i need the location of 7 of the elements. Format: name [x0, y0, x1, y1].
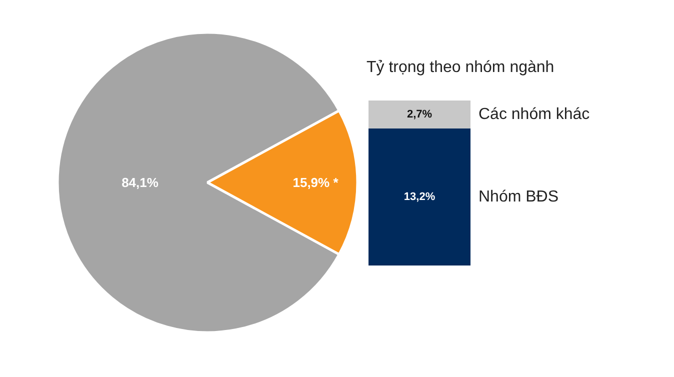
series-label: Nhóm BĐS — [478, 188, 559, 206]
data-label: 13,2% — [404, 191, 436, 204]
series-label: Các nhóm khác — [478, 106, 590, 124]
chart-title: Tỷ trọng theo nhóm ngành — [366, 59, 554, 76]
data-label: 2,7% — [406, 108, 432, 121]
data-label: 84,1% — [122, 175, 159, 190]
data-label: 15,9% * — [292, 175, 340, 190]
